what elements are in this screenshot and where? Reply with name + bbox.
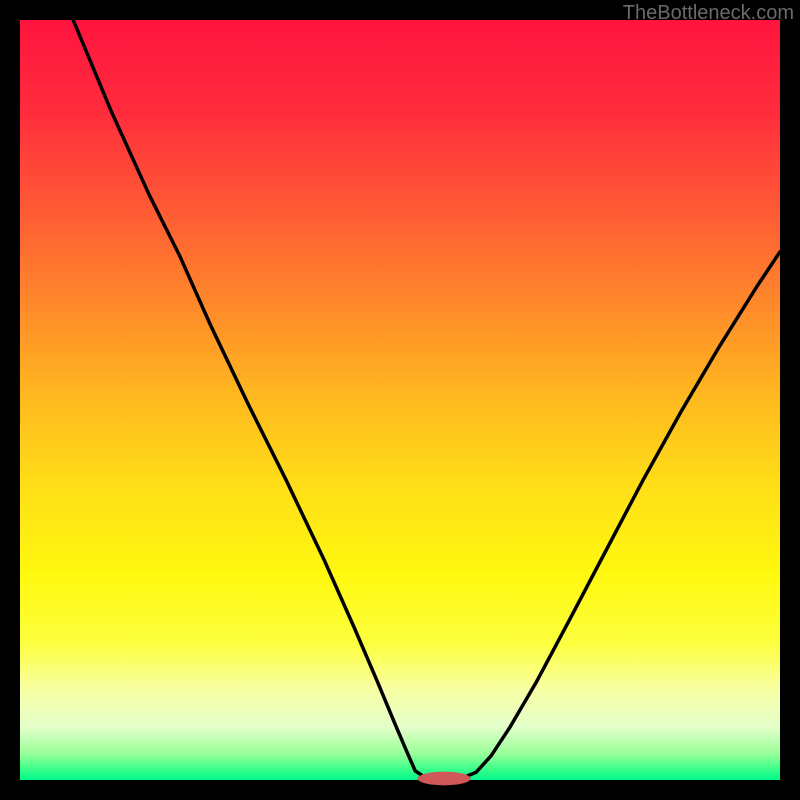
chart-plot-area (20, 20, 780, 780)
chart-svg (0, 0, 800, 800)
optimal-marker (417, 772, 470, 786)
watermark-text: TheBottleneck.com (623, 2, 794, 25)
bottleneck-chart: TheBottleneck.com (0, 0, 800, 800)
